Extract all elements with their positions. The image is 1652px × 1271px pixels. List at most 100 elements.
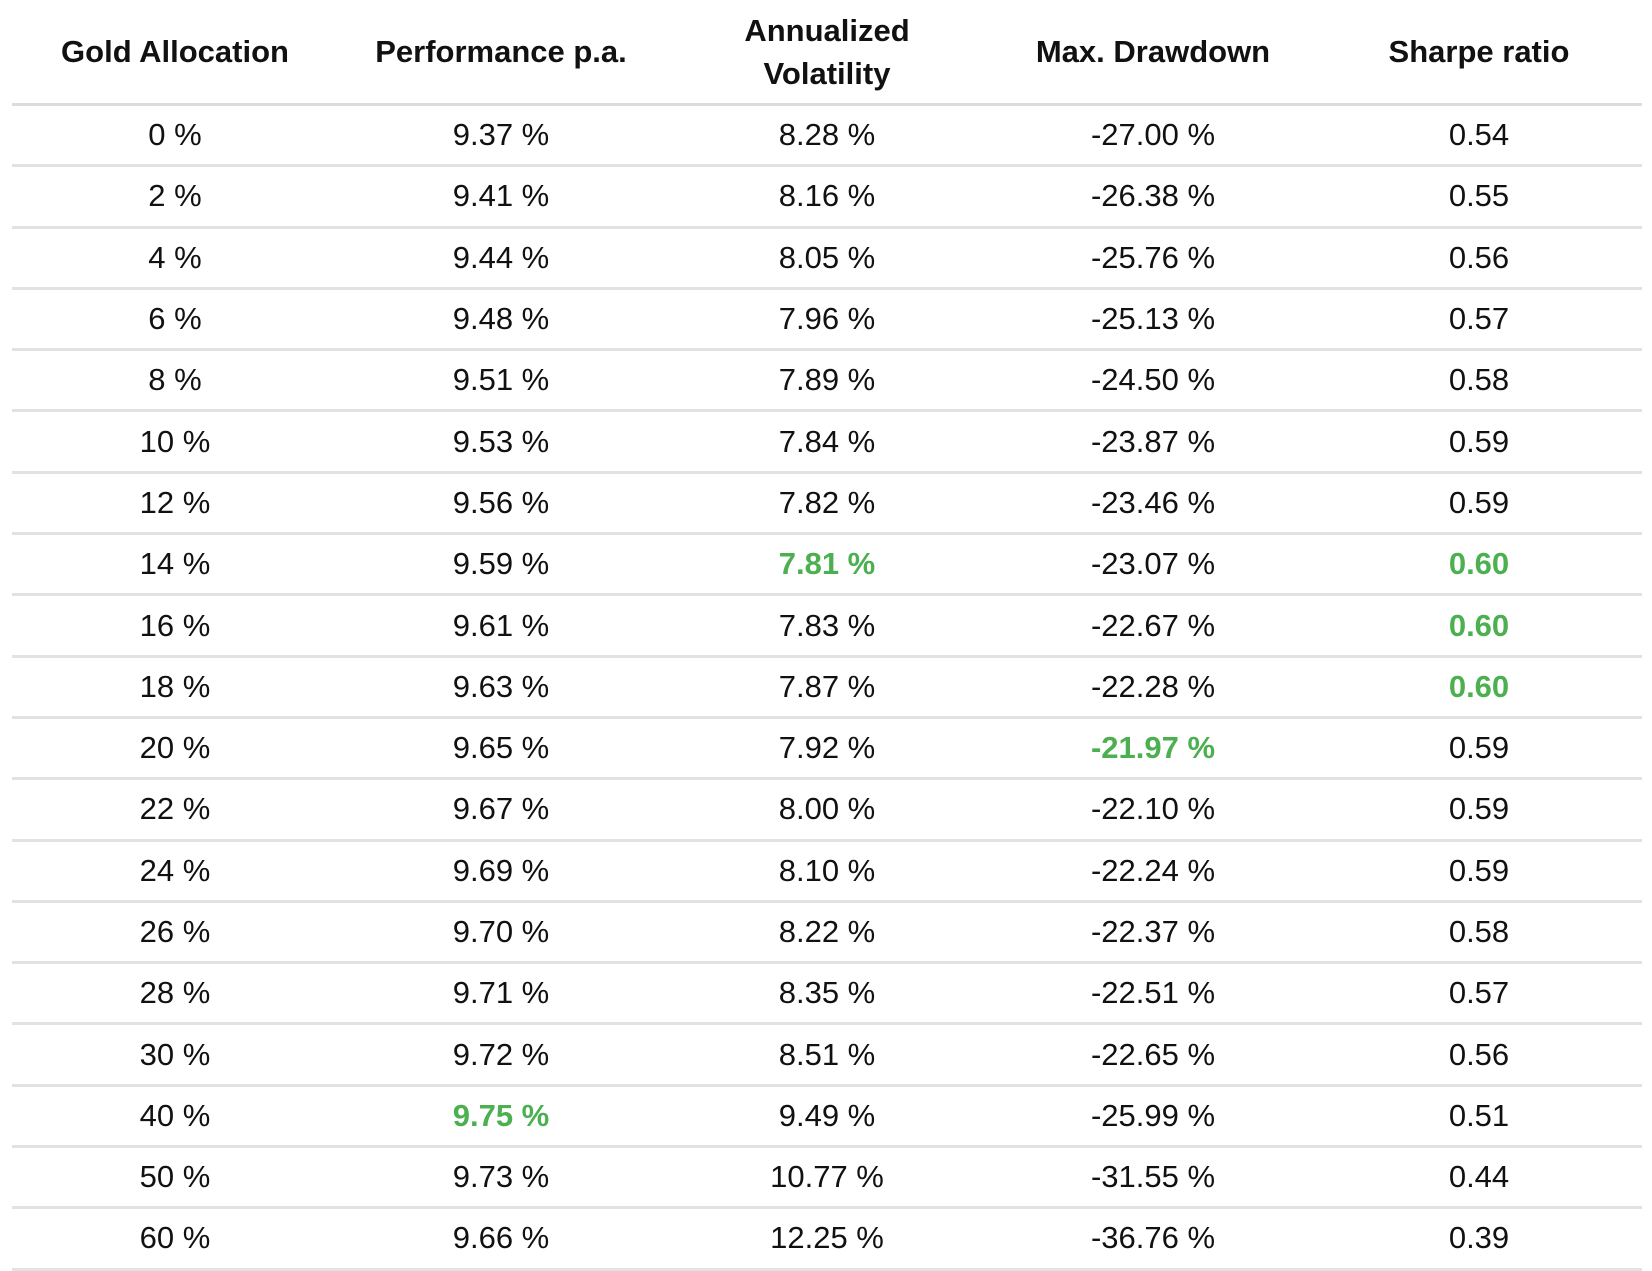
volatility-cell: 7.81 % <box>664 533 990 597</box>
table-row: 50 % 9.73 % 10.77 % -31.55 % 0.44 <box>12 1146 1642 1210</box>
performance-cell: 9.71 % <box>338 962 664 1026</box>
max-drawdown-cell: -22.37 % <box>990 901 1316 965</box>
performance-cell: 9.70 % <box>338 901 664 965</box>
max-drawdown-cell: -23.87 % <box>990 410 1316 474</box>
table-row: 30 % 9.72 % 8.51 % -22.65 % 0.56 <box>12 1023 1642 1087</box>
volatility-cell: 7.87 % <box>664 656 990 719</box>
gold-allocation-cell: 6 % <box>12 288 338 352</box>
performance-cell: 9.51 % <box>338 349 664 413</box>
volatility-cell: 7.89 % <box>664 349 990 413</box>
performance-cell: 9.73 % <box>338 1146 664 1210</box>
gold-allocation-cell: 8 % <box>12 349 338 413</box>
table-row: 2 % 9.41 % 8.16 % -26.38 % 0.55 <box>12 165 1642 229</box>
max-drawdown-cell: -25.76 % <box>990 227 1316 290</box>
gold-allocation-cell: 22 % <box>12 778 338 842</box>
gold-allocation-cell: 24 % <box>12 840 338 903</box>
volatility-cell: 7.96 % <box>664 288 990 352</box>
gold-allocation-cell: 50 % <box>12 1146 338 1210</box>
sharpe-ratio-cell: 0.56 <box>1316 1023 1642 1087</box>
sharpe-ratio-cell: 0.57 <box>1316 962 1642 1026</box>
performance-cell: 9.37 % <box>338 104 664 168</box>
performance-cell: 9.56 % <box>338 472 664 536</box>
gold-allocation-cell: 14 % <box>12 533 338 597</box>
max-drawdown-cell: -22.28 % <box>990 656 1316 719</box>
table-row: 6 % 9.48 % 7.96 % -25.13 % 0.57 <box>12 288 1642 352</box>
gold-allocation-cell: 20 % <box>12 717 338 781</box>
performance-cell: 9.69 % <box>338 840 664 903</box>
header-performance: Performance p.a. <box>338 0 664 106</box>
results-table-container: Gold Allocation Performance p.a. Annuali… <box>12 0 1642 1271</box>
max-drawdown-cell: -25.13 % <box>990 288 1316 352</box>
volatility-cell: 8.35 % <box>664 962 990 1026</box>
sharpe-ratio-cell: 0.59 <box>1316 472 1642 536</box>
volatility-cell: 8.16 % <box>664 165 990 229</box>
max-drawdown-cell: -22.24 % <box>990 840 1316 903</box>
header-volatility: Annualized Volatility <box>664 0 990 106</box>
header-max-drawdown: Max. Drawdown <box>990 0 1316 106</box>
volatility-cell: 7.92 % <box>664 717 990 781</box>
gold-allocation-cell: 4 % <box>12 227 338 290</box>
table-row: 12 % 9.56 % 7.82 % -23.46 % 0.59 <box>12 472 1642 536</box>
table-row: 22 % 9.67 % 8.00 % -22.10 % 0.59 <box>12 778 1642 842</box>
max-drawdown-cell: -23.46 % <box>990 472 1316 536</box>
table-row: 26 % 9.70 % 8.22 % -22.37 % 0.58 <box>12 901 1642 965</box>
sharpe-ratio-cell: 0.55 <box>1316 165 1642 229</box>
volatility-cell: 10.77 % <box>664 1146 990 1210</box>
gold-allocation-cell: 30 % <box>12 1023 338 1087</box>
table-row: 16 % 9.61 % 7.83 % -22.67 % 0.60 <box>12 594 1642 658</box>
gold-allocation-cell: 0 % <box>12 104 338 168</box>
gold-allocation-cell: 18 % <box>12 656 338 719</box>
performance-cell: 9.61 % <box>338 594 664 658</box>
performance-cell: 9.65 % <box>338 717 664 781</box>
volatility-cell: 7.82 % <box>664 472 990 536</box>
max-drawdown-cell: -21.97 % <box>990 717 1316 781</box>
max-drawdown-cell: -27.00 % <box>990 104 1316 168</box>
performance-cell: 9.59 % <box>338 533 664 597</box>
max-drawdown-cell: -31.55 % <box>990 1146 1316 1210</box>
gold-allocation-table: Gold Allocation Performance p.a. Annuali… <box>12 0 1642 1271</box>
gold-allocation-cell: 10 % <box>12 410 338 474</box>
table-row: 24 % 9.69 % 8.10 % -22.24 % 0.59 <box>12 840 1642 903</box>
performance-cell: 9.48 % <box>338 288 664 352</box>
performance-cell: 9.53 % <box>338 410 664 474</box>
performance-cell: 9.41 % <box>338 165 664 229</box>
performance-cell: 9.75 % <box>338 1085 664 1149</box>
table-body: 0 % 9.37 % 8.28 % -27.00 % 0.54 2 % 9.41 % 8.16… <box>12 104 1642 1271</box>
sharpe-ratio-cell: 0.60 <box>1316 594 1642 658</box>
sharpe-ratio-cell: 0.57 <box>1316 288 1642 352</box>
max-drawdown-cell: -22.65 % <box>990 1023 1316 1087</box>
volatility-cell: 8.28 % <box>664 104 990 168</box>
volatility-cell: 8.22 % <box>664 901 990 965</box>
table-row: 8 % 9.51 % 7.89 % -24.50 % 0.58 <box>12 349 1642 413</box>
performance-cell: 9.72 % <box>338 1023 664 1087</box>
header-volatility-text: Annualized Volatility <box>744 12 910 91</box>
table-row: 4 % 9.44 % 8.05 % -25.76 % 0.56 <box>12 227 1642 290</box>
max-drawdown-cell: -24.50 % <box>990 349 1316 413</box>
sharpe-ratio-cell: 0.60 <box>1316 656 1642 719</box>
sharpe-ratio-cell: 0.58 <box>1316 901 1642 965</box>
max-drawdown-cell: -23.07 % <box>990 533 1316 597</box>
sharpe-ratio-cell: 0.59 <box>1316 840 1642 903</box>
max-drawdown-cell: -26.38 % <box>990 165 1316 229</box>
volatility-cell: 8.05 % <box>664 227 990 290</box>
sharpe-ratio-cell: 0.59 <box>1316 717 1642 781</box>
table-row: 14 % 9.59 % 7.81 % -23.07 % 0.60 <box>12 533 1642 597</box>
sharpe-ratio-cell: 0.58 <box>1316 349 1642 413</box>
volatility-cell: 7.84 % <box>664 410 990 474</box>
gold-allocation-cell: 26 % <box>12 901 338 965</box>
gold-allocation-cell: 2 % <box>12 165 338 229</box>
performance-cell: 9.67 % <box>338 778 664 842</box>
performance-cell: 9.63 % <box>338 656 664 719</box>
volatility-cell: 9.49 % <box>664 1085 990 1149</box>
max-drawdown-cell: -25.99 % <box>990 1085 1316 1149</box>
sharpe-ratio-cell: 0.59 <box>1316 410 1642 474</box>
table-row: 20 % 9.65 % 7.92 % -21.97 % 0.59 <box>12 717 1642 781</box>
max-drawdown-cell: -22.10 % <box>990 778 1316 842</box>
volatility-cell: 8.10 % <box>664 840 990 903</box>
sharpe-ratio-cell: 0.60 <box>1316 533 1642 597</box>
table-row: 18 % 9.63 % 7.87 % -22.28 % 0.60 <box>12 656 1642 719</box>
sharpe-ratio-cell: 0.44 <box>1316 1146 1642 1210</box>
gold-allocation-cell: 16 % <box>12 594 338 658</box>
max-drawdown-cell: -22.67 % <box>990 594 1316 658</box>
table-row: 40 % 9.75 % 9.49 % -25.99 % 0.51 <box>12 1085 1642 1149</box>
